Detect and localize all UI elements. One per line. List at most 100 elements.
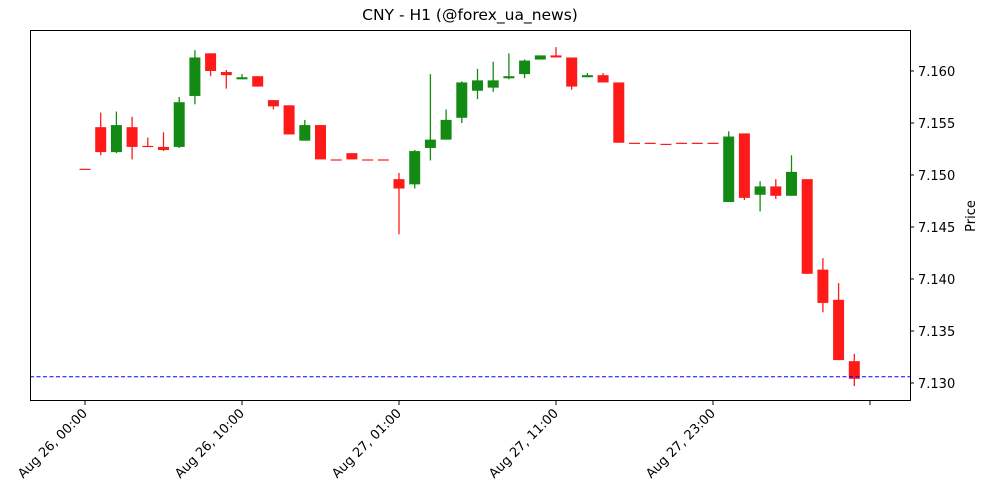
candle-body (220, 72, 232, 76)
x-tick-label: Aug 26, 00:00 (15, 406, 91, 482)
candle (315, 125, 326, 160)
candle (346, 153, 358, 160)
plot-frame (30, 30, 911, 401)
candle (581, 73, 593, 78)
candle-body (723, 136, 735, 203)
candle (267, 100, 279, 110)
candle-body (786, 171, 797, 196)
candle (519, 59, 531, 79)
candle-body (189, 57, 201, 96)
candle-body (409, 151, 421, 185)
candle (173, 97, 185, 148)
candle (707, 142, 719, 144)
candle-body (393, 179, 405, 189)
candle-body (158, 146, 169, 151)
candle (95, 112, 107, 156)
candle-body (848, 361, 860, 379)
candles-layer (79, 47, 860, 387)
x-tick-label: Aug 27, 23:00 (643, 406, 719, 482)
candle (424, 74, 436, 161)
y-tick-label: 7.155 (918, 117, 955, 132)
candle (79, 168, 91, 170)
y-tick-label: 7.150 (918, 169, 955, 184)
candle (377, 159, 389, 161)
candle (613, 82, 625, 143)
candle-body (566, 57, 578, 87)
candle (299, 119, 311, 141)
candle-body (613, 82, 625, 143)
x-tick-label: Aug 26, 10:00 (172, 406, 248, 482)
candle (330, 159, 342, 161)
candle-body (770, 186, 782, 196)
candle (158, 132, 169, 152)
candle-body (833, 299, 845, 361)
y-tick-label: 7.135 (918, 325, 955, 340)
candle (472, 68, 483, 100)
candle (833, 283, 845, 361)
candle (409, 150, 421, 189)
candle (848, 353, 860, 387)
candle-body (550, 55, 562, 58)
candle-body (801, 179, 813, 274)
candle-body (534, 55, 546, 60)
x-axis: Aug 26, 00:00 Aug 26, 10:00 Aug 27, 01:00 A… (15, 400, 871, 482)
candle (597, 73, 609, 83)
candle (754, 181, 766, 212)
candle (142, 137, 154, 148)
candle (738, 133, 750, 200)
candle (362, 159, 374, 161)
candle (126, 116, 138, 160)
y-tick-label: 7.140 (918, 273, 955, 288)
x-tick-label: Aug 27, 11:00 (486, 406, 562, 482)
y-tick-label: 7.160 (918, 65, 955, 80)
candle-body (629, 142, 640, 144)
candle (236, 74, 248, 80)
candle-body (707, 142, 719, 144)
candle (283, 105, 295, 135)
candle-body (315, 125, 326, 160)
candle (534, 55, 546, 60)
candle (660, 143, 672, 145)
y-axis: 7.130 7.135 7.140 7.145 7.150 7.155 7.160 (910, 65, 955, 392)
candle-body (456, 82, 468, 118)
candle (252, 76, 264, 87)
candle (503, 53, 515, 80)
candle (801, 179, 813, 274)
candle-body (676, 142, 688, 144)
candle-body (581, 75, 593, 78)
x-tick-label: Aug 27, 01:00 (329, 406, 405, 482)
candle-body (817, 269, 829, 303)
candle-body (472, 80, 483, 91)
candle-body (487, 80, 499, 88)
candle-body (362, 159, 374, 161)
candle (220, 69, 232, 89)
y-axis-label: Price (964, 200, 979, 232)
y-tick-label: 7.145 (918, 221, 955, 236)
candle (440, 109, 452, 140)
candle-body (173, 102, 185, 147)
candle-body (660, 143, 672, 145)
candle (550, 47, 562, 58)
y-tick-label: 7.130 (918, 377, 955, 392)
candle-body (424, 139, 436, 148)
candle-body (503, 76, 515, 79)
candle (205, 53, 217, 77)
candle-body (79, 168, 91, 170)
candle-body (377, 159, 389, 161)
candle-body (644, 142, 656, 144)
candle (189, 50, 201, 105)
candle (786, 155, 797, 196)
candle-body (283, 105, 295, 135)
candle-body (738, 133, 750, 198)
candle-body (346, 153, 358, 160)
candle-body (205, 53, 217, 71)
candle-body (299, 125, 311, 141)
candle-body (440, 119, 452, 140)
candle (456, 81, 468, 123)
candle (644, 142, 656, 144)
candle-body (691, 142, 703, 144)
candle (487, 61, 499, 92)
candle (393, 172, 405, 235)
candle-body (754, 186, 766, 195)
